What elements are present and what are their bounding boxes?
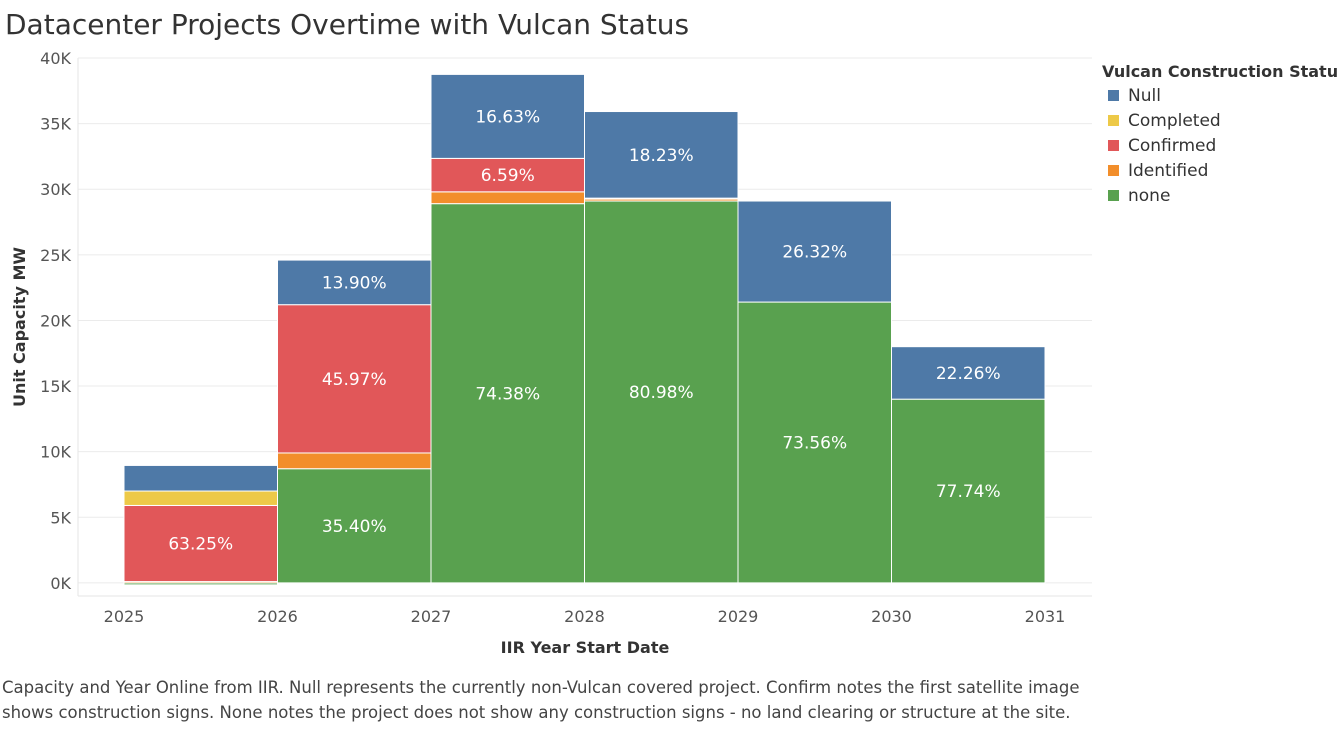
legend-label: none xyxy=(1128,185,1171,206)
x-tick-label: 2026 xyxy=(257,607,298,626)
chart-caption: Capacity and Year Online from IIR. Null … xyxy=(2,678,1080,722)
legend-swatch xyxy=(1108,190,1119,201)
x-tick-label: 2025 xyxy=(104,607,145,626)
y-tick-label: 20K xyxy=(40,311,71,330)
chart-title: Datacenter Projects Overtime with Vulcan… xyxy=(5,8,690,41)
bar-segment-null xyxy=(430,73,585,159)
y-tick-label: 35K xyxy=(40,115,71,134)
bar-data-label: 77.74% xyxy=(936,482,1001,502)
y-axis-title: Unit Capacity MW xyxy=(10,247,29,407)
x-axis-title: IIR Year Start Date xyxy=(501,638,670,657)
chart-plot: 0K 5K 10K 15K 20K 25K 30K 35K 40K 2025 2026 2027 202… xyxy=(10,49,1092,657)
legend-swatch xyxy=(1108,90,1119,101)
bar-segment-none xyxy=(737,301,892,584)
legend: Vulcan Construction Status Null Completed… xyxy=(1102,62,1337,208)
y-tick-label: 15K xyxy=(40,377,71,396)
legend-item-none[interactable]: none xyxy=(1102,183,1337,208)
x-tick-label: 2028 xyxy=(564,607,605,626)
y-tick-label: 25K xyxy=(40,246,71,265)
bar-data-label: 16.63% xyxy=(475,107,540,127)
bar-segment-null xyxy=(737,200,892,303)
legend-label: Identified xyxy=(1128,160,1209,181)
bar-segment-null xyxy=(123,464,278,492)
bar-segment-null xyxy=(584,111,739,199)
bar-data-label: 22.26% xyxy=(936,364,1001,384)
legend-swatch xyxy=(1108,165,1119,176)
legend-item-null[interactable]: Null xyxy=(1102,83,1337,108)
bar-segment-none xyxy=(277,468,432,584)
bar-data-label: 6.59% xyxy=(481,166,535,186)
bar-data-label: 73.56% xyxy=(782,433,847,453)
legend-items: Null Completed Confirmed Identified none xyxy=(1102,83,1337,208)
bar-data-label: 63.25% xyxy=(168,535,233,555)
legend-label: Null xyxy=(1128,85,1161,106)
x-tick-label: 2029 xyxy=(718,607,759,626)
x-tick-label: 2031 xyxy=(1025,607,1066,626)
bar-data-label: 18.23% xyxy=(629,146,694,166)
bar-data-label: 13.90% xyxy=(322,273,387,293)
bar-segment-identified xyxy=(430,191,585,205)
legend-label: Confirmed xyxy=(1128,135,1217,156)
y-tick-label: 10K xyxy=(40,443,71,462)
bar-segment-confirmed xyxy=(123,504,278,583)
bar-segment-none xyxy=(430,203,585,584)
legend-swatch xyxy=(1108,140,1119,151)
bar-segment-null xyxy=(891,346,1046,400)
y-tick-label: 5K xyxy=(50,508,71,527)
bar-segment-completed xyxy=(123,490,278,506)
bar-segment-null xyxy=(277,259,432,306)
bar-data-label: 26.32% xyxy=(782,243,847,263)
bar-data-label: 45.97% xyxy=(322,370,387,390)
legend-label: Completed xyxy=(1128,110,1221,131)
legend-item-confirmed[interactable]: Confirmed xyxy=(1102,133,1337,158)
legend-item-identified[interactable]: Identified xyxy=(1102,158,1337,183)
bar-data-label: 74.38% xyxy=(475,384,540,404)
legend-title: Vulcan Construction Status xyxy=(1102,62,1337,81)
bar-segment-confirmed xyxy=(430,157,585,193)
legend-item-completed[interactable]: Completed xyxy=(1102,108,1337,133)
bar-segment-confirmed xyxy=(277,304,432,454)
y-tick-label: 30K xyxy=(40,180,71,199)
x-tick-label: 2030 xyxy=(871,607,912,626)
y-tick-label: 40K xyxy=(40,49,71,68)
y-tick-label: 0K xyxy=(50,574,71,593)
legend-swatch xyxy=(1108,115,1119,126)
bar-segment-none xyxy=(584,200,739,584)
bar-segment-identified xyxy=(277,452,432,470)
bar-data-label: 35.40% xyxy=(322,517,387,537)
bar-data-label: 80.98% xyxy=(629,383,694,403)
x-tick-label: 2027 xyxy=(411,607,452,626)
